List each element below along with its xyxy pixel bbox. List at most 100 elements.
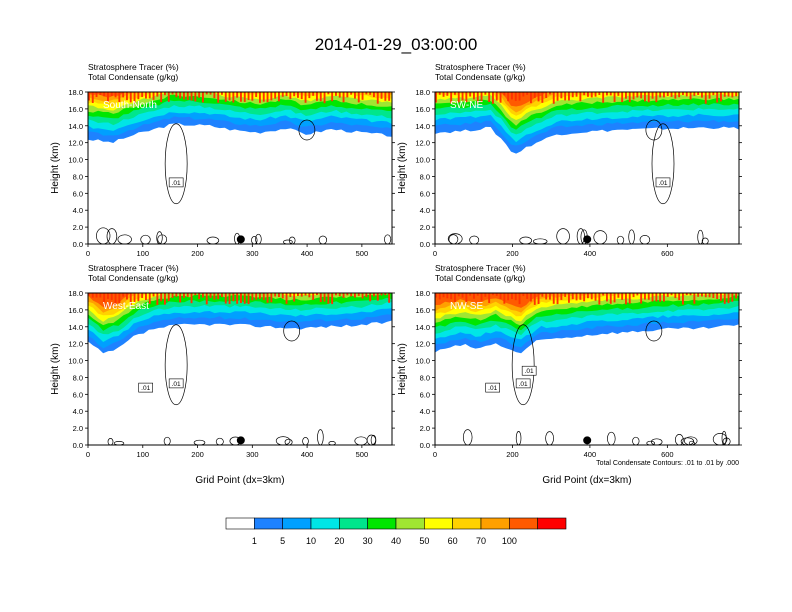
streak xyxy=(704,293,707,298)
y-tick-label: 12.0 xyxy=(68,139,83,148)
streak xyxy=(354,293,356,298)
streak xyxy=(587,293,589,299)
streak xyxy=(545,92,548,98)
field-label: Stratosphere Tracer (%) xyxy=(435,263,526,273)
y-tick-label: 0.0 xyxy=(420,441,430,450)
panel-sw-ne: .01 0.0 2.0 4.0 6.0 8.0 10.0 12.0 14.0 16.0 18.0 0 2… xyxy=(397,62,742,258)
streak xyxy=(659,92,662,98)
streak xyxy=(480,92,483,103)
streak xyxy=(293,293,296,302)
streak xyxy=(217,92,220,103)
x-tick-label: 0 xyxy=(433,450,437,459)
streak xyxy=(338,293,341,297)
streak xyxy=(640,293,643,304)
contour-note: Total Condensate Contours: .01 to .01 by… xyxy=(596,460,739,467)
streak xyxy=(156,92,159,97)
y-axis-label: Height (km) xyxy=(397,142,408,194)
y-tick-label: 12.0 xyxy=(415,139,430,148)
streak xyxy=(598,92,601,95)
contour-cell xyxy=(688,440,695,445)
contour-cell xyxy=(556,228,570,244)
colorbar-swatch xyxy=(509,517,538,530)
y-tick-label: 8.0 xyxy=(420,373,430,382)
streak xyxy=(454,92,456,95)
streak xyxy=(549,92,551,95)
streak xyxy=(499,92,502,103)
streak xyxy=(293,92,296,97)
colorbar-label: 5 xyxy=(280,536,285,546)
y-axis-label: Height (km) xyxy=(50,142,61,194)
streak xyxy=(716,92,719,103)
streak xyxy=(160,293,163,302)
streak xyxy=(186,293,189,297)
streak xyxy=(319,92,322,102)
streak xyxy=(571,293,574,300)
contours xyxy=(107,320,377,445)
panel-west-east: .01 .01 0.0 2.0 4.0 6.0 8.0 10.0 12.0 14.0 16.0 18.… xyxy=(50,263,395,486)
streak xyxy=(365,92,368,95)
streak xyxy=(171,92,174,95)
streak xyxy=(95,293,98,298)
streak xyxy=(262,92,265,102)
shaded-field xyxy=(435,293,739,445)
y-tick-label: 0.0 xyxy=(73,441,83,450)
x-tick-label: 500 xyxy=(356,249,369,258)
section-name: South-North xyxy=(103,100,157,111)
y-tick-label: 6.0 xyxy=(73,390,83,399)
contour-label-box xyxy=(521,365,537,376)
streak xyxy=(659,293,662,302)
streak xyxy=(327,293,330,304)
streak xyxy=(228,293,231,304)
streak xyxy=(297,293,299,296)
contour-cell xyxy=(284,438,293,445)
streak xyxy=(708,293,711,298)
x-tick-label: 600 xyxy=(661,450,674,459)
streak xyxy=(285,92,288,96)
contour-cell xyxy=(712,433,728,445)
x-tick-label: 100 xyxy=(137,249,150,258)
streak xyxy=(537,92,540,102)
streak xyxy=(221,92,223,95)
streak xyxy=(621,92,624,103)
streak xyxy=(175,92,178,98)
streak xyxy=(357,92,360,103)
streak xyxy=(133,92,136,104)
contour-cell xyxy=(576,228,585,244)
streak xyxy=(335,293,337,296)
streak xyxy=(270,92,273,101)
streak xyxy=(568,92,570,101)
x-tick-label: 300 xyxy=(246,450,259,459)
streak xyxy=(373,293,375,297)
streak xyxy=(621,293,624,300)
streak xyxy=(316,92,318,101)
streak xyxy=(663,293,665,302)
streak xyxy=(438,92,441,95)
streak xyxy=(617,293,620,298)
y-tick-label: 8.0 xyxy=(73,172,83,181)
streak xyxy=(164,92,166,96)
streak xyxy=(731,92,734,98)
y-tick-label: 18.0 xyxy=(415,88,430,97)
streak xyxy=(217,293,220,300)
contour-cell xyxy=(721,430,727,445)
contour-cell xyxy=(593,230,608,244)
streak xyxy=(674,293,677,299)
streak xyxy=(457,293,460,297)
streak xyxy=(202,293,204,298)
streak xyxy=(236,92,239,98)
chart-title: 2014-01-29_03:00:00 xyxy=(315,35,478,54)
streak xyxy=(88,293,90,296)
field-label: Stratosphere Tracer (%) xyxy=(435,62,526,72)
contour-label-header: Total Condensate (g/kg) xyxy=(435,273,525,283)
contour-cell xyxy=(645,119,663,141)
contour-cell xyxy=(651,123,675,205)
location-marker xyxy=(583,436,592,445)
streak xyxy=(346,92,349,98)
streak xyxy=(118,293,121,304)
streak xyxy=(107,92,109,102)
colorbar-label: 60 xyxy=(448,536,458,546)
x-tick-label: 600 xyxy=(661,249,674,258)
colorbar-swatch xyxy=(480,517,510,530)
contour-cell xyxy=(469,235,480,244)
streak xyxy=(689,92,692,100)
